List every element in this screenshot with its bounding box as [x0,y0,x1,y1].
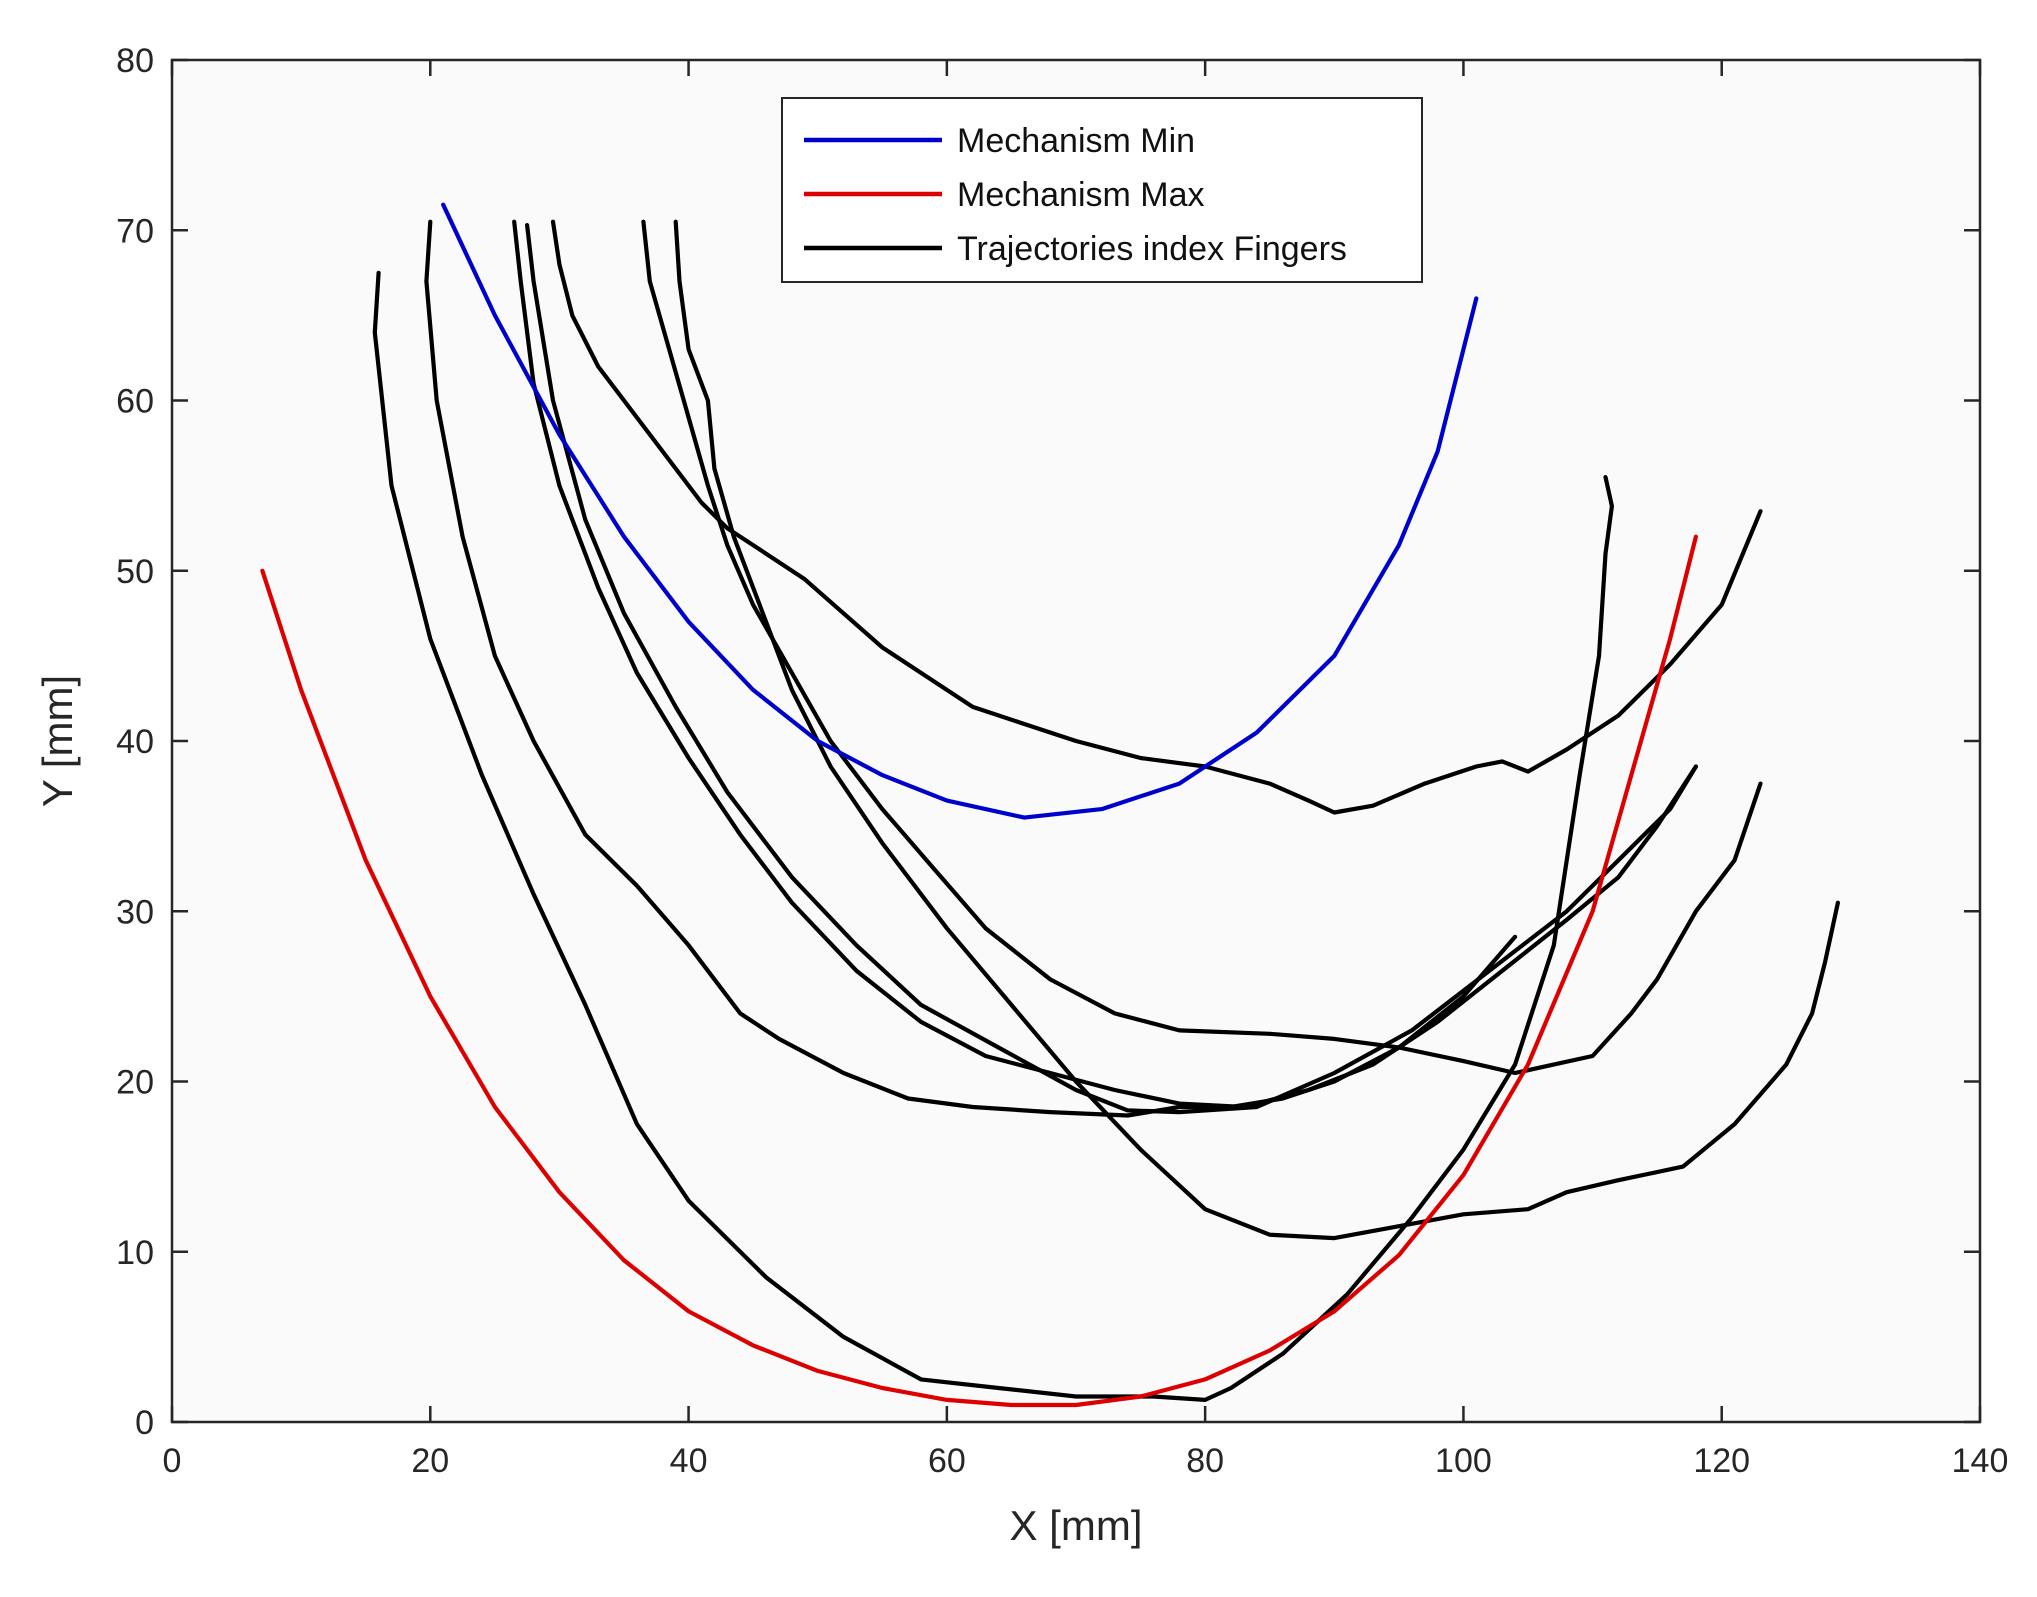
x-axis-label: X [mm] [1010,1502,1143,1549]
y-tick-label-30: 30 [116,893,154,931]
legend: Mechanism Min Mechanism Max Trajectories i… [781,97,1423,283]
y-tick-label-10: 10 [116,1234,154,1272]
series-layer [260,202,1841,1408]
series-line-trajectory-6 [641,219,1763,1076]
legend-label-mechanism-max: Mechanism Max [957,176,1205,214]
legend-box [781,97,1423,283]
x-tick-label-20: 20 [411,1442,449,1480]
legend-label-trajectories-index-fingers: Trajectories index Fingers [957,230,1347,268]
y-tick-label-40: 40 [116,723,154,761]
series-line-trajectory-1 [372,270,1615,1403]
x-tick-label-120: 120 [1693,1442,1750,1480]
y-tick-label-20: 20 [116,1064,154,1102]
x-tick-label-80: 80 [1186,1442,1224,1480]
x-tick-label-140: 140 [1952,1442,2009,1480]
y-axis-label: Y [mm] [34,675,81,807]
legend-label-mechanism-min: Mechanism Min [957,122,1195,160]
y-tick-label-80: 80 [116,42,154,80]
series-line-mechanism-max [260,534,1699,1408]
y-tick-label-60: 60 [116,383,154,421]
x-tick-label-60: 60 [928,1442,966,1480]
y-tick-label-0: 0 [135,1404,154,1442]
x-tick-label-0: 0 [163,1442,182,1480]
series-line-trajectory-4 [524,223,1699,1115]
x-tick-label-40: 40 [670,1442,708,1480]
plot-frame [170,58,1982,1424]
y-tick-label-50: 50 [116,553,154,591]
y-tick-label-70: 70 [116,212,154,250]
x-tick-label-100: 100 [1435,1442,1492,1480]
series-line-trajectory-3 [512,219,1699,1110]
series-line-mechanism-min [441,202,1479,820]
series-line-trajectory-5 [550,219,1763,815]
series-line-trajectory-7 [673,219,1841,1241]
tick-labels: 0 20 40 60 80 100 120 140 0 10 20 30 40 50 60 70 80 [116,42,2008,1480]
